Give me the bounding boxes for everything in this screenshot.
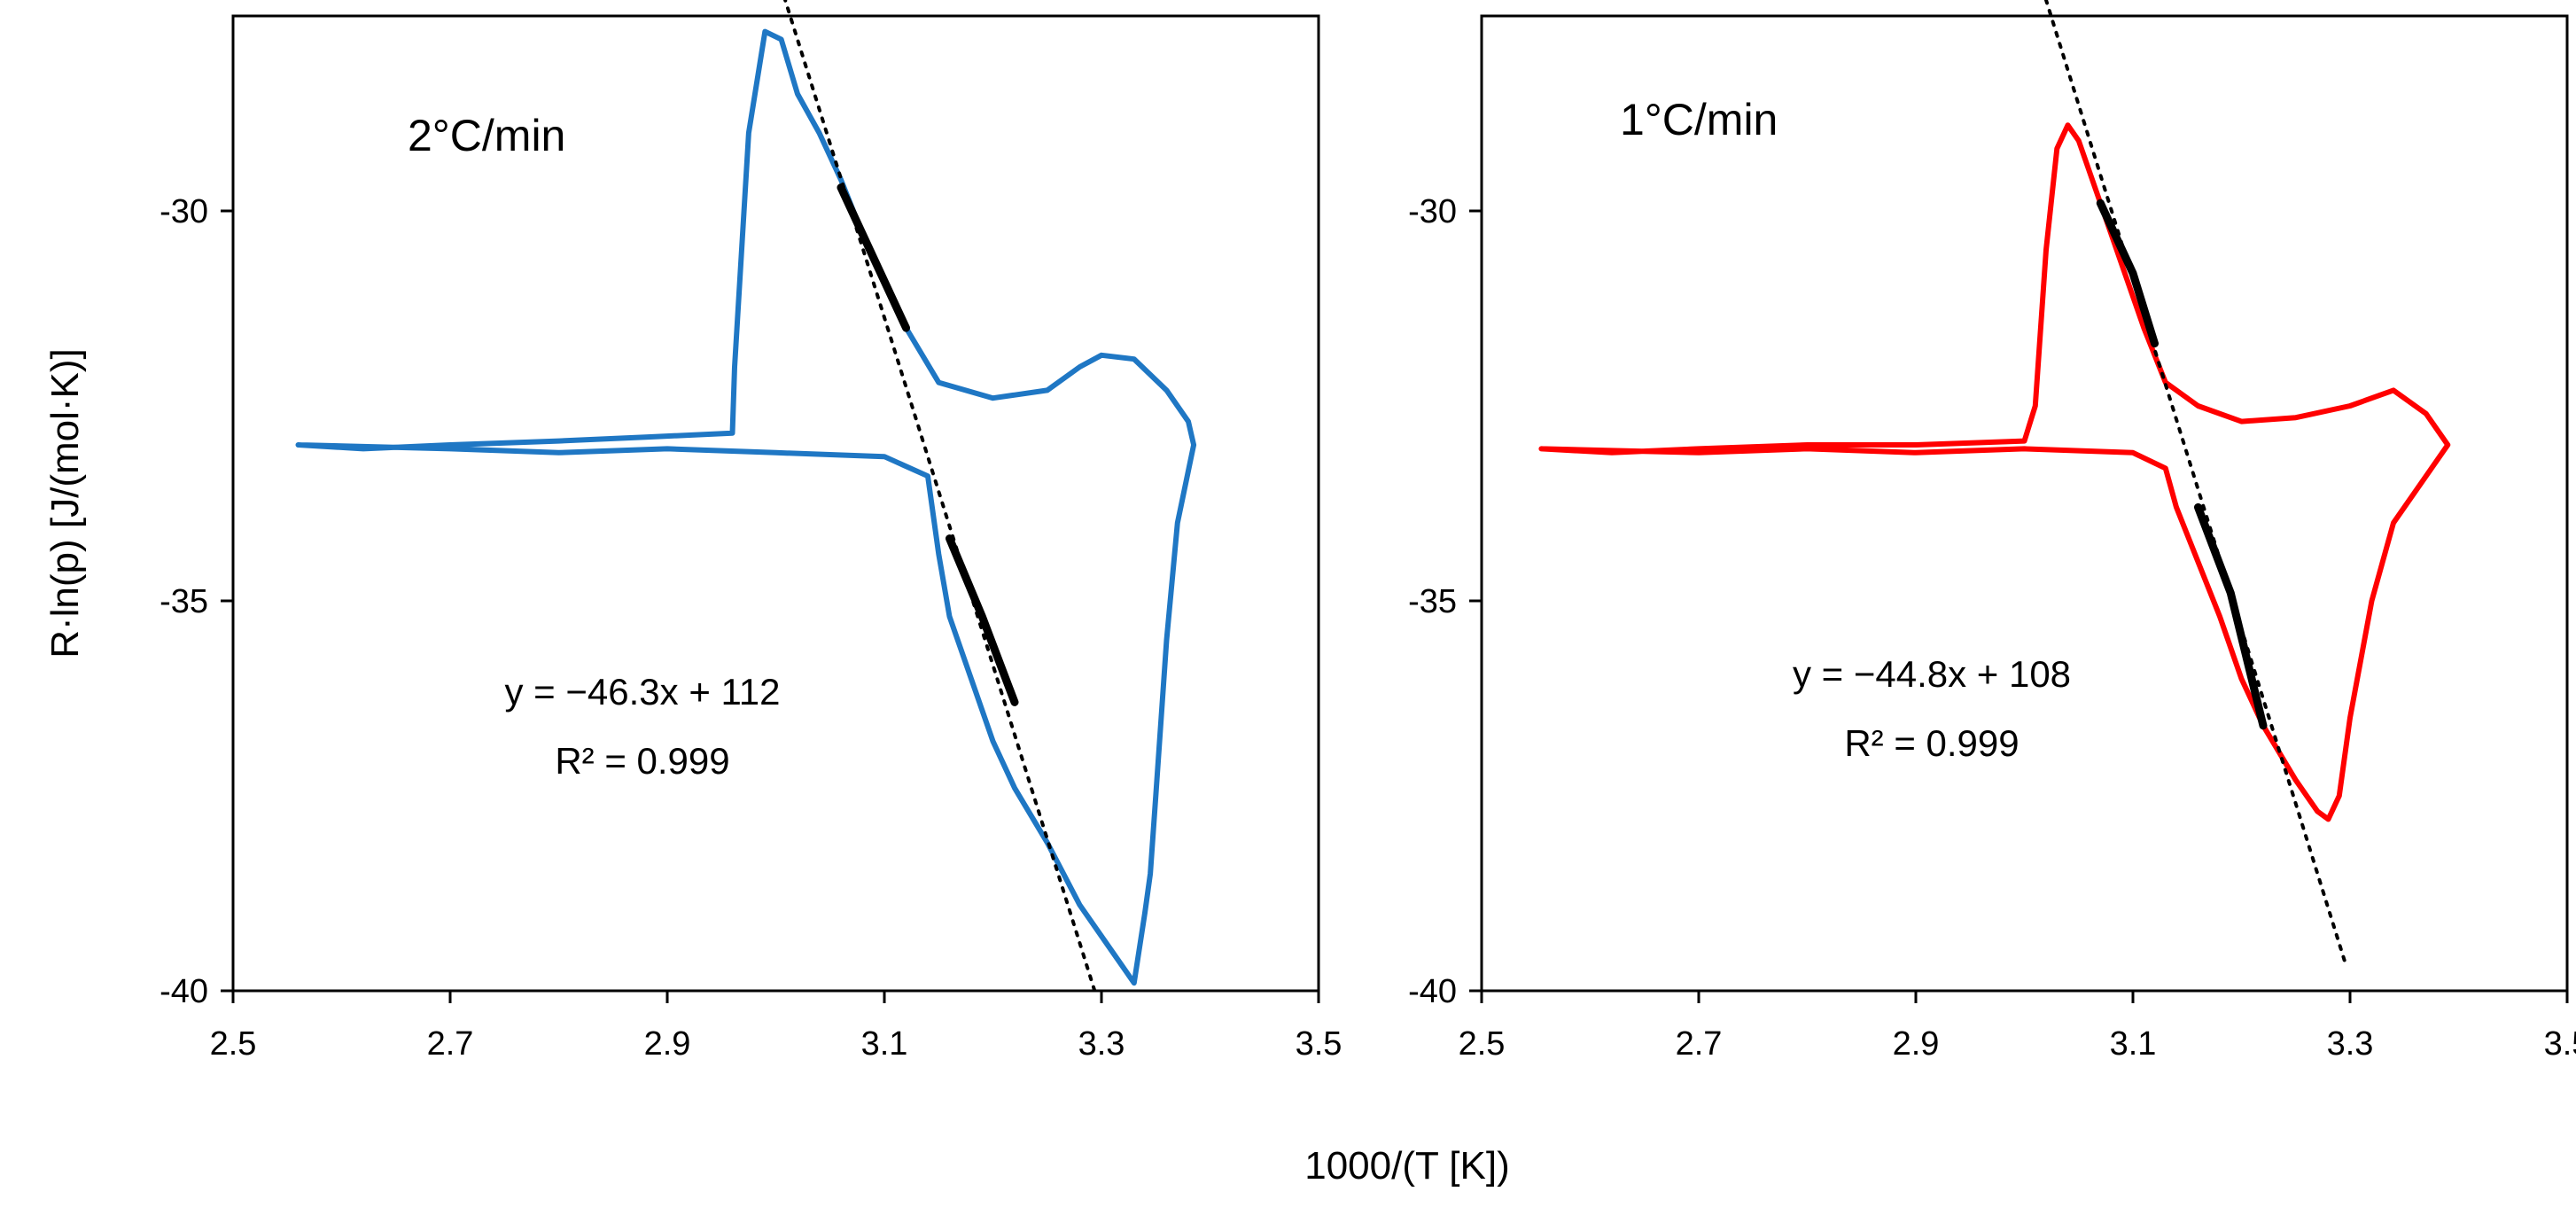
- right-series-fit-range-lower: [2194, 502, 2268, 730]
- x-tick-label: 2.7: [427, 1025, 474, 1063]
- x-tick-label: 3.5: [1296, 1025, 1342, 1063]
- right-fit-equation: y = −44.8x + 108: [1793, 653, 2071, 695]
- right-plot-frame: [1480, 14, 2569, 993]
- x-tick-label: 3.1: [861, 1025, 908, 1063]
- y-axis-title: R·ln(p) [J/(mol·K)]: [43, 348, 87, 658]
- right-axis-ticks: 2.5 2.7 2.9 3.1 3.3 3.5 -30 -35 -40: [1408, 193, 2576, 1063]
- left-plot-frame: [231, 14, 1320, 993]
- right-series-measured-loop: [1538, 122, 2451, 822]
- right-fit-r-squared: R² = 0.999: [1844, 722, 2019, 764]
- left-series-fit-range-lower: [946, 534, 1019, 706]
- y-tick-label: -40: [1408, 973, 1457, 1010]
- left-panel: 2.5 2.7 2.9 3.1 3.3 3.5 -30 -35 -40 2°C/min y = …: [43, 0, 1342, 1063]
- x-tick-label: 2.9: [1893, 1025, 1940, 1063]
- x-tick-label: 3.5: [2544, 1025, 2576, 1063]
- x-tick-label: 2.5: [210, 1025, 257, 1063]
- x-tick-label: 2.9: [644, 1025, 691, 1063]
- x-tick-label: 3.3: [2327, 1025, 2374, 1063]
- right-plot-marks: [1538, 0, 2451, 965]
- x-axis-title: 1000/(T [K]): [1304, 1144, 1510, 1188]
- y-tick-label: -30: [160, 193, 208, 230]
- left-axis-ticks: 2.5 2.7 2.9 3.1 3.3 3.5 -30 -35 -40: [160, 193, 1342, 1063]
- x-tick-label: 2.7: [1676, 1025, 1723, 1063]
- left-series-measured-loop: [295, 28, 1197, 986]
- y-tick-label: -30: [1408, 193, 1457, 230]
- y-tick-label: -40: [160, 973, 208, 1010]
- x-tick-label: 2.5: [1459, 1025, 1506, 1063]
- right-panel: 2.5 2.7 2.9 3.1 3.3 3.5 -30 -35 -40 1°C/min y = …: [1408, 0, 2576, 1063]
- left-fit-r-squared: R² = 0.999: [555, 740, 729, 782]
- right-panel-label: 1°C/min: [1620, 95, 1778, 144]
- y-tick-label: -35: [1408, 583, 1457, 620]
- right-series-fit-range-upper: [2096, 199, 2159, 348]
- y-tick-label: -35: [160, 583, 208, 620]
- x-tick-label: 3.3: [1078, 1025, 1125, 1063]
- left-plot-marks: [295, 0, 1197, 993]
- left-fit-equation: y = −46.3x + 112: [505, 671, 781, 713]
- x-tick-label: 3.1: [2110, 1025, 2157, 1063]
- right-series-linear-fit: [2043, 0, 2347, 965]
- left-panel-label: 2°C/min: [408, 111, 565, 160]
- left-series-linear-fit: [782, 0, 1097, 993]
